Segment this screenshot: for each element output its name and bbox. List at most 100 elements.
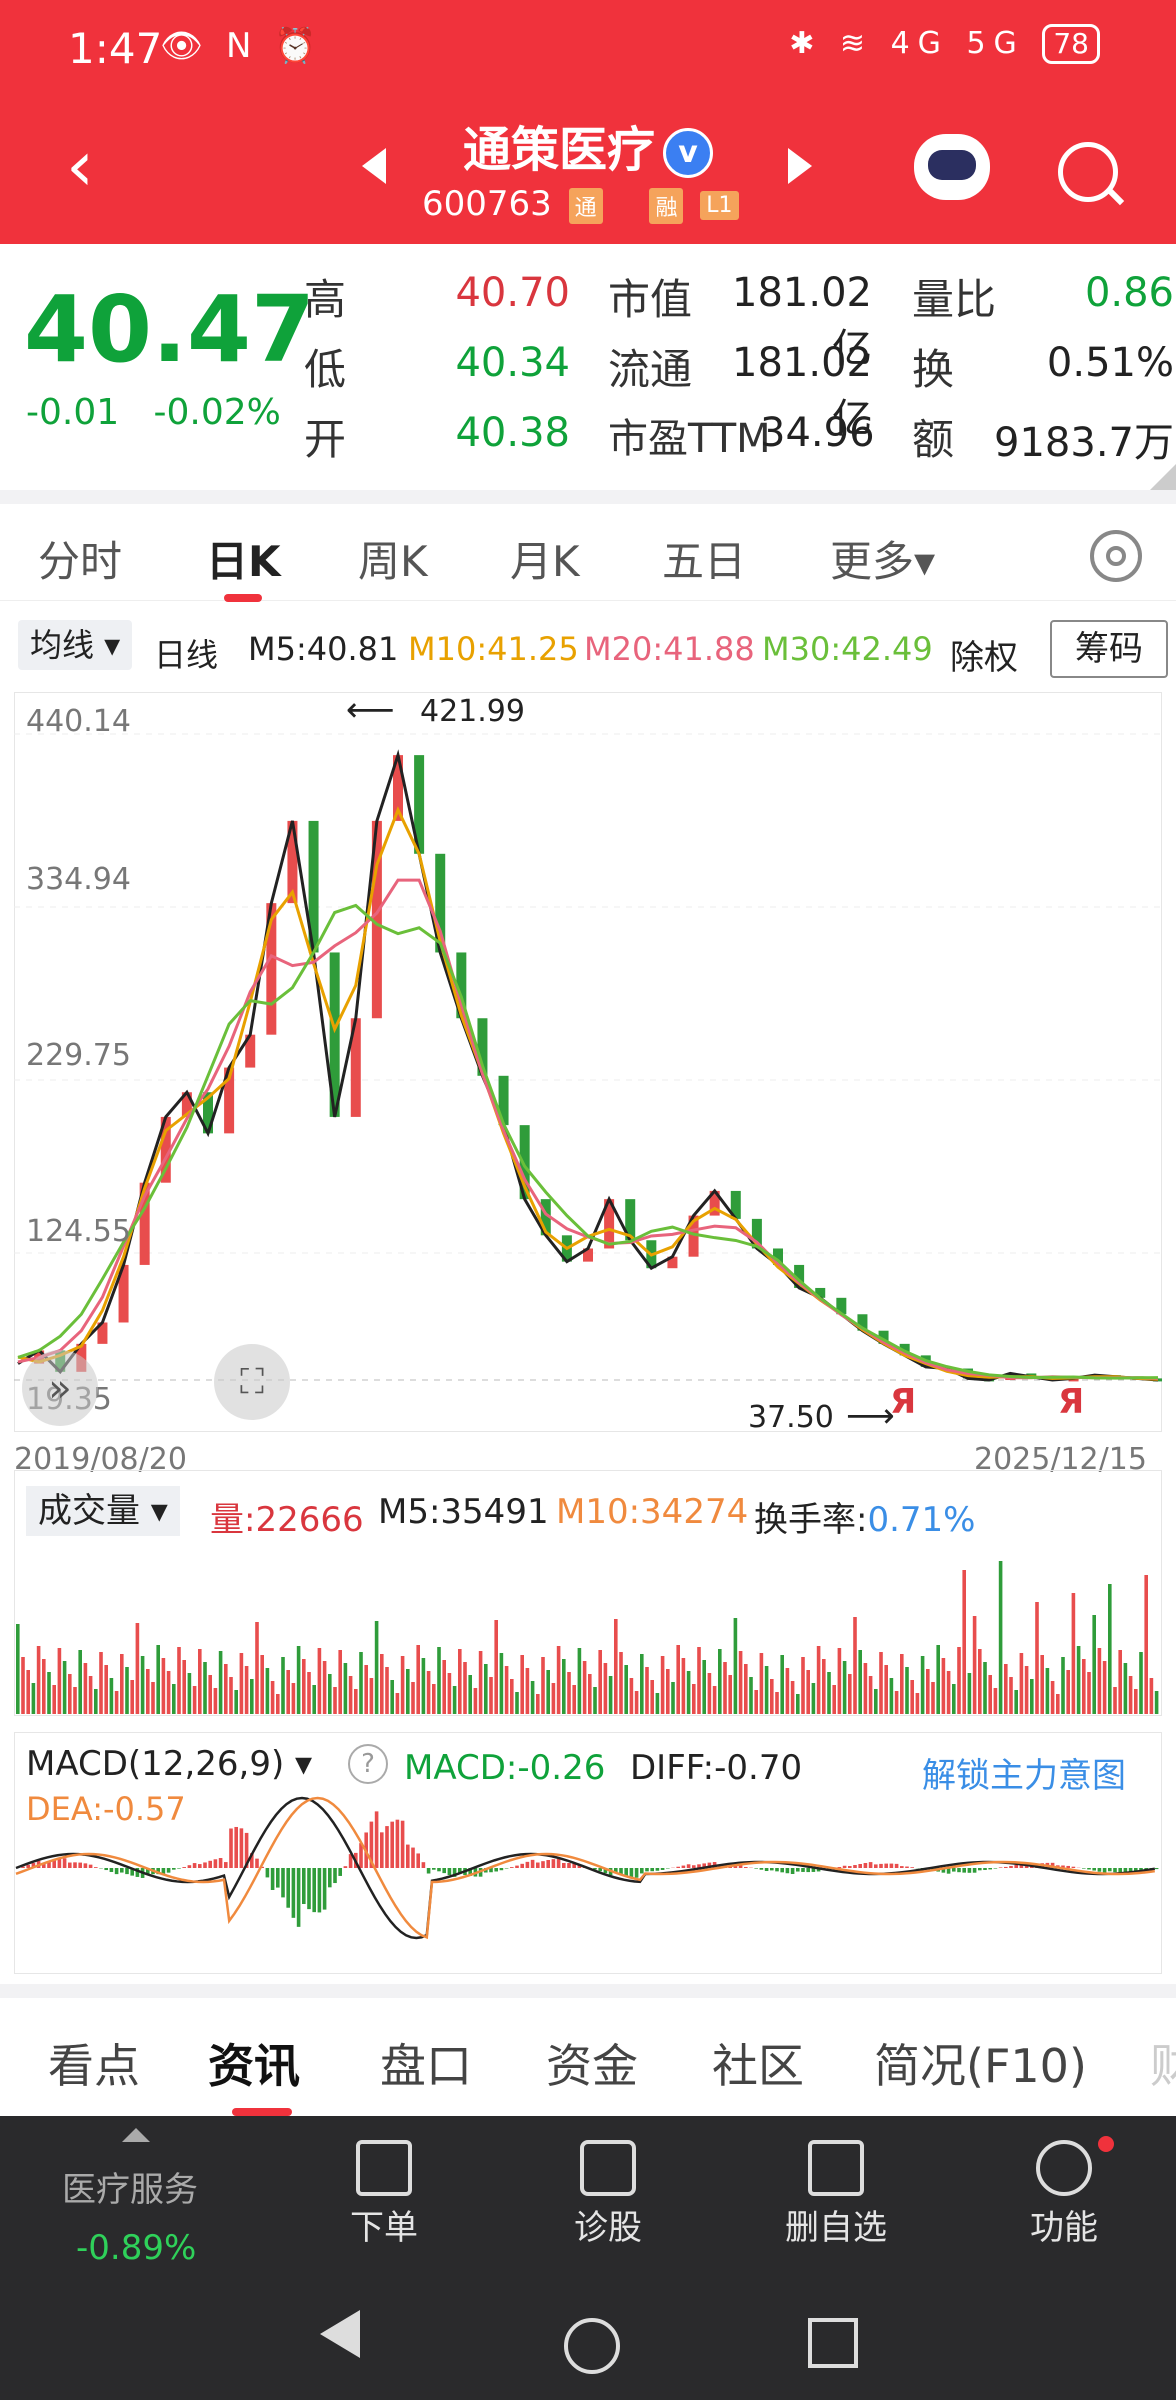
- volume-bar: [182, 1660, 186, 1714]
- assistant-robot-icon[interactable]: [914, 134, 990, 200]
- volume-bar: [692, 1684, 696, 1714]
- nav-recents-icon[interactable]: [808, 2318, 858, 2368]
- diagnose-label[interactable]: 诊股: [574, 2208, 642, 2248]
- volume-dropdown[interactable]: 成交量 ▾: [26, 1486, 180, 1536]
- turnover-value: 0.51%: [1046, 340, 1174, 386]
- macd-bar: [359, 1843, 363, 1868]
- volume-bar: [1066, 1670, 1070, 1714]
- volume-bar: [889, 1678, 894, 1714]
- function-label[interactable]: 功能: [1030, 2208, 1098, 2248]
- kline-candle: [181, 1092, 192, 1117]
- kline-candle: [751, 1218, 762, 1249]
- macd-bar: [770, 1868, 774, 1871]
- tab-weekly-k[interactable]: 周K: [358, 537, 428, 586]
- back-button[interactable]: ‹: [66, 125, 94, 207]
- open-label: 开: [304, 415, 347, 464]
- kline-candle: [540, 1199, 551, 1236]
- status-bar: 1:47 👁 N ⏰ ✱ ≋ 4G 5G 78: [0, 0, 1176, 100]
- sector-expand-icon[interactable]: [122, 2128, 150, 2142]
- macd-dropdown[interactable]: MACD(12,26,9) ▾: [26, 1744, 313, 1784]
- macd-bar: [114, 1868, 119, 1875]
- fullscreen-icon[interactable]: ⛶: [214, 1344, 290, 1420]
- next-stock-button[interactable]: [788, 148, 812, 184]
- tab-five-day[interactable]: 五日: [662, 537, 747, 586]
- order-label[interactable]: 下单: [350, 2208, 418, 2248]
- tab-intraday[interactable]: 分时: [38, 537, 123, 586]
- macd-bar: [224, 1862, 228, 1868]
- volume-bar: [858, 1650, 862, 1714]
- macd-bar: [842, 1865, 847, 1868]
- kline-chart[interactable]: [14, 692, 1162, 1432]
- kline-candle: [329, 952, 340, 1117]
- pe-label: 市盈TTM: [608, 416, 771, 462]
- macd-bar: [510, 1867, 514, 1868]
- date-start: 2019/08/20: [14, 1442, 187, 1477]
- volume-bar: [1102, 1661, 1107, 1714]
- macd-bar: [1092, 1868, 1096, 1871]
- sector-name[interactable]: 医疗服务: [62, 2170, 198, 2210]
- help-icon[interactable]: ?: [348, 1744, 388, 1784]
- macd-bar: [551, 1859, 556, 1868]
- macd-bar: [1087, 1868, 1091, 1870]
- volume-chart[interactable]: [14, 1470, 1162, 1716]
- tag-l1: L1: [700, 191, 739, 220]
- tab-daily-k[interactable]: 日K: [206, 537, 281, 586]
- volume-bar: [120, 1654, 124, 1714]
- tab-order-book[interactable]: 盘口: [380, 2039, 472, 2093]
- tab-community[interactable]: 社区: [712, 2039, 804, 2093]
- remove-watchlist-label[interactable]: 删自选: [785, 2208, 887, 2248]
- search-icon[interactable]: [1058, 142, 1118, 202]
- tab-more[interactable]: 更多▾: [830, 537, 936, 586]
- volume-bar: [1056, 1694, 1060, 1714]
- diagnose-icon[interactable]: [580, 2140, 636, 2196]
- remove-watchlist-icon[interactable]: [808, 2140, 864, 2196]
- market-cap-label: 市值: [608, 275, 693, 324]
- order-icon[interactable]: [356, 2140, 412, 2196]
- stock-title[interactable]: 通策医疗 v: [0, 110, 1176, 180]
- expand-sidebar-icon[interactable]: »: [22, 1350, 98, 1426]
- macd-bar: [400, 1820, 405, 1868]
- volume-bar: [1123, 1663, 1128, 1714]
- adjust-toggle[interactable]: 除权: [950, 638, 1018, 678]
- volume-bar: [208, 1675, 212, 1714]
- volume-bar: [161, 1658, 166, 1714]
- volume-bar: [936, 1645, 940, 1714]
- nav-back-icon[interactable]: [320, 2310, 360, 2358]
- macd-bar: [983, 1868, 987, 1871]
- unlock-link[interactable]: 解锁主力意图: [922, 1756, 1126, 1796]
- function-menu-icon[interactable]: [1036, 2140, 1092, 2196]
- kline-candle: [350, 1018, 361, 1117]
- macd-chart[interactable]: [14, 1732, 1162, 1974]
- macd-bar: [546, 1860, 550, 1868]
- tab-f10[interactable]: 简况(F10): [874, 2039, 1087, 2093]
- settings-icon[interactable]: [1090, 530, 1142, 582]
- tab-finance[interactable]: 财: [1150, 2039, 1176, 2093]
- nav-home-icon[interactable]: [564, 2318, 620, 2374]
- volume-bar: [541, 1657, 545, 1714]
- macd-bar: [411, 1847, 415, 1868]
- volume-bar: [874, 1689, 878, 1714]
- macd-bar: [946, 1868, 951, 1874]
- macd-bar: [229, 1828, 233, 1868]
- macd-bar: [707, 1862, 712, 1868]
- tab-capital[interactable]: 资金: [546, 2039, 638, 2093]
- macd-bar: [426, 1868, 431, 1874]
- macd-bar: [343, 1866, 348, 1868]
- volume-bar: [619, 1652, 623, 1714]
- kline-frame: [14, 692, 1162, 1432]
- tab-highlights[interactable]: 看点: [48, 2039, 140, 2093]
- ma5-line: [17, 749, 1159, 1382]
- change-value: -0.01: [26, 392, 120, 433]
- low-value: 40.34: [455, 340, 570, 386]
- tab-news[interactable]: 资讯: [208, 2039, 300, 2093]
- tab-monthly-k[interactable]: 月K: [510, 537, 580, 586]
- macd-bar: [530, 1859, 535, 1868]
- expand-corner-icon[interactable]: [1150, 464, 1176, 490]
- macd-bar: [42, 1862, 46, 1868]
- ma-dropdown[interactable]: 均线 ▾: [18, 620, 133, 670]
- volume-bar: [52, 1685, 56, 1714]
- prev-stock-button[interactable]: [362, 148, 386, 184]
- macd-bar: [738, 1865, 743, 1868]
- chouma-button[interactable]: 筹码: [1050, 620, 1168, 678]
- macd-bar: [993, 1868, 998, 1869]
